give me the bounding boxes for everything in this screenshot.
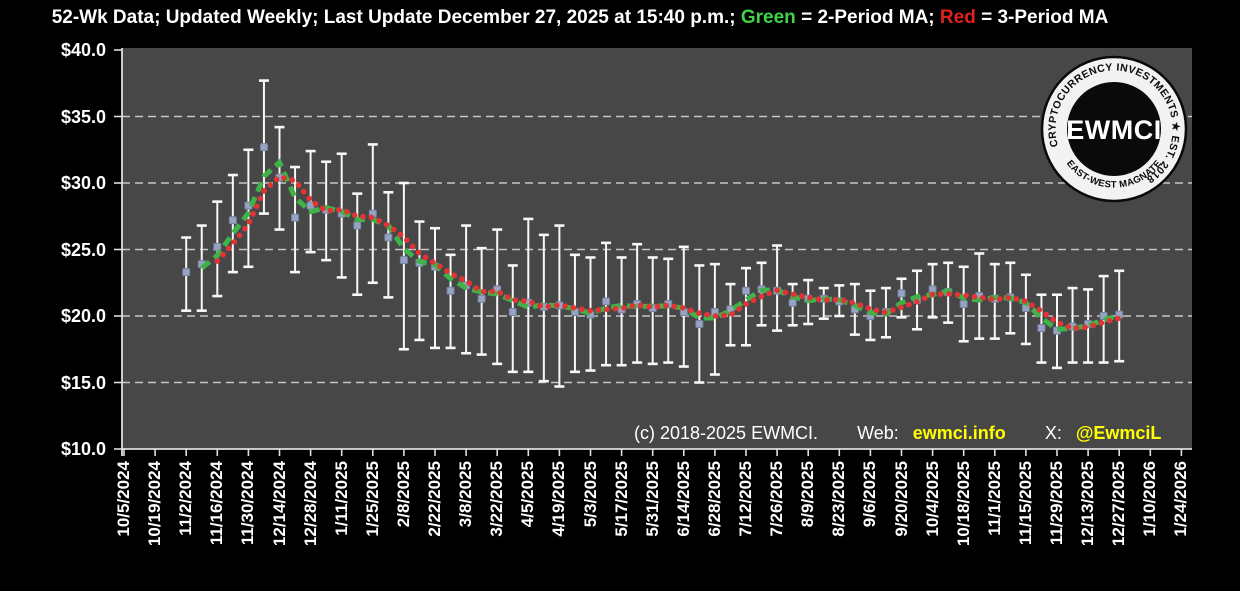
x-axis-label: 9/6/2025 bbox=[860, 461, 880, 528]
logo-center-text: EWMCI bbox=[1066, 115, 1161, 145]
y-axis-label: $25.0 bbox=[60, 239, 106, 260]
title-green-legend: Green bbox=[740, 7, 796, 28]
data-point-marker bbox=[213, 242, 222, 251]
x-axis-label: 11/15/2025 bbox=[1015, 461, 1035, 546]
error-bar bbox=[398, 181, 409, 351]
error-bar bbox=[383, 191, 394, 299]
data-point-marker bbox=[602, 297, 611, 306]
x-axis-label: 11/2/2024 bbox=[176, 461, 196, 536]
web-link[interactable]: ewmci.info bbox=[912, 423, 1006, 443]
y-axis-label: $40.0 bbox=[60, 40, 106, 60]
x-axis-label: 6/28/2025 bbox=[704, 461, 724, 537]
error-bar bbox=[663, 257, 674, 364]
x-axis-label: 4/5/2025 bbox=[518, 461, 538, 528]
data-point-marker bbox=[259, 143, 268, 152]
x-axis-label: 1/24/2026 bbox=[1171, 461, 1191, 537]
copyright-text: (c) 2018-2025 EWMCI. bbox=[634, 423, 819, 443]
x-axis-label: 8/23/2025 bbox=[829, 461, 849, 537]
y-axis-label: $15.0 bbox=[60, 372, 106, 393]
x-axis-label: 4/19/2025 bbox=[549, 461, 569, 537]
error-bar bbox=[507, 264, 518, 374]
x-axis-label: 9/20/2025 bbox=[891, 461, 911, 537]
x-axis-label: 11/1/2025 bbox=[984, 461, 1004, 536]
logo-inner-disc bbox=[1067, 82, 1161, 176]
x-label: X: bbox=[1044, 423, 1062, 443]
x-axis-label: 5/31/2025 bbox=[642, 461, 662, 537]
error-bar bbox=[523, 217, 534, 374]
data-point-marker bbox=[291, 213, 300, 222]
error-bar bbox=[352, 192, 363, 297]
x-axis-label: 11/16/2024 bbox=[207, 461, 227, 546]
title-red-suffix: = 3-Period MA bbox=[975, 7, 1109, 28]
x-axis-label: 3/22/2025 bbox=[487, 461, 507, 537]
error-bar bbox=[818, 286, 829, 320]
x-axis-label: 11/29/2025 bbox=[1047, 461, 1066, 546]
x-handle-link[interactable]: @EwmciL bbox=[1075, 423, 1162, 443]
x-axis-label: 12/14/2024 bbox=[269, 461, 289, 547]
x-axis-label: 12/27/2025 bbox=[1109, 461, 1129, 547]
error-bar bbox=[445, 253, 456, 350]
data-point-marker bbox=[446, 286, 455, 295]
title-green-suffix: = 2-Period MA; bbox=[795, 7, 940, 28]
title-text: 52-Wk Data; Updated Weekly; Last Update … bbox=[51, 7, 741, 28]
data-point-marker bbox=[182, 268, 191, 277]
title-red-legend: Red bbox=[939, 7, 976, 28]
ma3-red-line bbox=[214, 173, 1122, 332]
error-bar bbox=[896, 277, 907, 319]
x-axis-label: 2/8/2025 bbox=[393, 461, 413, 528]
x-axis-label: 8/9/2025 bbox=[798, 461, 818, 528]
web-label: Web: bbox=[857, 423, 899, 443]
ewmci-logo: CRYPTOCURRENCY INVESTMENTS ★ EST. 2018 ★… bbox=[1040, 55, 1188, 203]
data-point-marker bbox=[788, 298, 797, 307]
data-point-marker bbox=[1037, 323, 1046, 332]
data-point-marker bbox=[508, 308, 517, 317]
x-axis-label: 12/28/2024 bbox=[300, 461, 320, 547]
y-axis-label: $20.0 bbox=[60, 306, 106, 326]
x-axis-label: 1/11/2025 bbox=[331, 461, 351, 536]
x-axis-label: 2/22/2025 bbox=[425, 461, 444, 537]
x-axis-label: 12/13/2025 bbox=[1078, 461, 1098, 547]
x-axis-label: 1/10/2026 bbox=[1140, 461, 1160, 537]
y-axis-label: $35.0 bbox=[60, 106, 106, 127]
data-point-marker bbox=[477, 294, 486, 303]
data-point-marker bbox=[695, 319, 704, 328]
y-axis-label: $10.0 bbox=[60, 439, 106, 459]
chart-footer: (c) 2018-2025 EWMCI. Web: ewmci.info X: … bbox=[634, 423, 1161, 444]
data-point-marker bbox=[742, 286, 750, 295]
chart-title: 52-Wk Data; Updated Weekly; Last Update … bbox=[0, 7, 1160, 29]
x-axis-label: 10/18/2025 bbox=[953, 461, 973, 547]
x-axis-label: 7/26/2025 bbox=[767, 461, 787, 537]
data-point-marker bbox=[897, 289, 906, 298]
error-bar bbox=[492, 228, 503, 366]
data-point-marker bbox=[228, 216, 237, 225]
x-axis-label: 7/12/2025 bbox=[736, 461, 755, 537]
data-point-marker bbox=[399, 256, 408, 265]
x-axis-label: 5/17/2025 bbox=[611, 461, 631, 537]
x-axis-label: 6/14/2025 bbox=[673, 461, 693, 537]
error-bar bbox=[414, 220, 425, 342]
y-axis-label: $30.0 bbox=[60, 173, 106, 193]
data-point-marker bbox=[959, 300, 968, 309]
data-point-marker bbox=[384, 233, 393, 242]
x-axis-label: 5/3/2025 bbox=[580, 461, 600, 528]
x-axis-label: 10/5/2024 bbox=[114, 461, 133, 537]
ma2-green-line bbox=[200, 158, 1120, 332]
error-bar bbox=[709, 262, 720, 376]
x-axis-label: 1/25/2025 bbox=[362, 461, 382, 537]
error-bar bbox=[430, 226, 440, 350]
x-axis-label: 3/8/2025 bbox=[456, 461, 476, 528]
x-axis-label: 11/30/2024 bbox=[238, 461, 258, 546]
x-axis-label: 10/19/2024 bbox=[145, 461, 165, 547]
x-axis-label: 10/4/2025 bbox=[922, 461, 942, 537]
data-point-marker bbox=[353, 221, 362, 230]
